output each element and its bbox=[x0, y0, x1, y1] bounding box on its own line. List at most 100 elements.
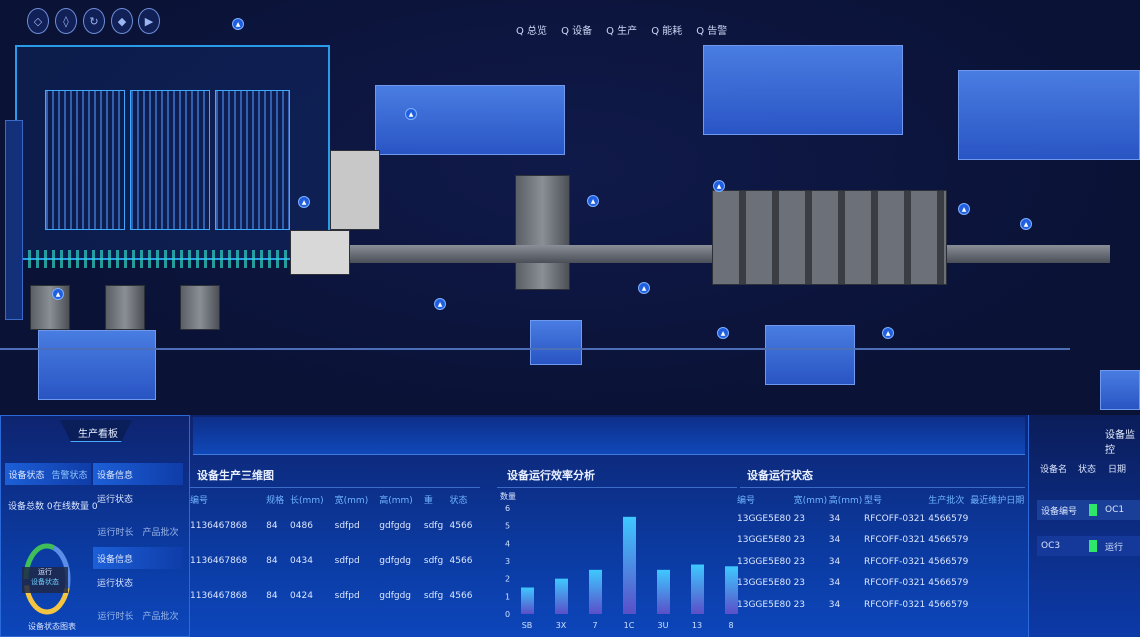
table-cell: 84 bbox=[266, 520, 278, 531]
map-marker-icon[interactable]: ▲ bbox=[434, 298, 446, 310]
menu-item[interactable]: Q 告警 bbox=[696, 26, 728, 37]
storage-rack[interactable] bbox=[130, 90, 210, 230]
table-header: 编号 宽(mm) 高(mm) 型号 生产批次 最近维护日期 bbox=[737, 490, 1027, 508]
table-cell: 34 bbox=[828, 535, 841, 546]
table-cell: 13GGE5E80 bbox=[737, 556, 791, 567]
table-cell: gdfgdg bbox=[379, 555, 411, 566]
building-block[interactable] bbox=[703, 45, 903, 135]
production-table: 编号 规格 长(mm) 宽(mm) 高(mm) 重 状态 1136467868 84 0486 sd… bbox=[190, 490, 480, 613]
table-cell: RFCOFF-0321 bbox=[863, 535, 926, 546]
info-meta: 运行时长 bbox=[97, 527, 134, 538]
storage-rack[interactable] bbox=[215, 90, 290, 230]
table-row[interactable]: 1136467868 84 0434 sdfpd gdfgdg sdfg 4566 bbox=[190, 543, 480, 578]
table-cell bbox=[970, 530, 1027, 552]
col-header: 状态 bbox=[1078, 465, 1097, 475]
bar[interactable] bbox=[725, 566, 738, 614]
table-cell: 23 bbox=[793, 578, 806, 589]
factory-3d-scene[interactable]: ▲ ▲ ▲ ▲ ▲ ▲ ▲ ▲ ▲ ▲ ▲ ▲ bbox=[0, 0, 1140, 415]
table-cell: 13GGE5E80 bbox=[737, 513, 791, 524]
table-cell: 23 bbox=[793, 535, 806, 546]
building-block[interactable] bbox=[958, 70, 1140, 160]
side-label-bar bbox=[5, 120, 23, 320]
building-block[interactable] bbox=[530, 320, 582, 365]
tab-device-status[interactable]: 设备状态 bbox=[8, 470, 45, 481]
monitor-row[interactable]: OC3 运行 bbox=[1037, 536, 1140, 556]
x-tick-label: 7 bbox=[592, 621, 597, 630]
x-tick-label: SB bbox=[522, 621, 533, 630]
table-row[interactable]: 1136467868 84 0486 sdfpd gdfgdg sdfg 4566 bbox=[190, 508, 480, 543]
map-marker-icon[interactable]: ▲ bbox=[298, 196, 310, 208]
column-header: 型号 bbox=[863, 495, 882, 506]
machine[interactable] bbox=[515, 175, 570, 290]
menu-item[interactable]: Q 总览 bbox=[516, 26, 548, 37]
storage-rack[interactable] bbox=[45, 90, 125, 230]
table-row[interactable]: 13GGE5E80 23 34 RFCOFF-0321 4566579 bbox=[737, 551, 1027, 573]
bar[interactable] bbox=[691, 564, 704, 614]
x-tick-label: 1C bbox=[624, 621, 635, 630]
map-marker-icon[interactable]: ▲ bbox=[638, 282, 650, 294]
table-row[interactable]: 13GGE5E80 23 34 RFCOFF-0321 4566579 bbox=[737, 573, 1027, 595]
machine-row[interactable] bbox=[712, 190, 947, 285]
bar[interactable] bbox=[521, 587, 534, 615]
machine[interactable] bbox=[105, 285, 145, 330]
nav-cycle-icon[interactable]: ↻ bbox=[83, 8, 105, 34]
donut-center-label: 运行 bbox=[38, 568, 52, 576]
machine[interactable] bbox=[180, 285, 220, 330]
x-tick-label: 3X bbox=[556, 621, 567, 630]
map-marker-icon[interactable]: ▲ bbox=[882, 327, 894, 339]
map-marker-icon[interactable]: ▲ bbox=[405, 108, 417, 120]
table-cell: sdfg bbox=[423, 590, 444, 601]
monitor-row[interactable]: 设备编号 OC1 bbox=[1037, 500, 1140, 520]
column-header: 生产批次 bbox=[928, 495, 965, 506]
table-row[interactable]: 13GGE5E80 23 34 RFCOFF-0321 4566579 bbox=[737, 508, 1027, 530]
chart-title: 设备运行效率分析 bbox=[507, 469, 595, 482]
map-marker-icon[interactable]: ▲ bbox=[717, 327, 729, 339]
nav-play-icon[interactable]: ▶ bbox=[138, 8, 160, 34]
table-cell: 4566 bbox=[449, 590, 473, 601]
bar[interactable] bbox=[589, 569, 602, 614]
machine[interactable] bbox=[30, 285, 70, 330]
info-meta: 产品批次 bbox=[142, 527, 179, 538]
column-header: 高(mm) bbox=[828, 495, 863, 506]
bar[interactable] bbox=[623, 516, 636, 614]
x-tick-label: 3U bbox=[658, 621, 669, 630]
table-cell: 34 bbox=[828, 556, 841, 567]
map-marker-icon[interactable]: ▲ bbox=[1020, 218, 1032, 230]
map-marker-icon[interactable]: ▲ bbox=[232, 18, 244, 30]
device-status-table: 编号 宽(mm) 高(mm) 型号 生产批次 最近维护日期 13GGE5E80 23 34 RFC… bbox=[737, 490, 1027, 616]
info-item-title[interactable]: 设备信息 bbox=[93, 463, 183, 485]
table-cell: 1136467868 bbox=[190, 555, 248, 566]
building-block[interactable] bbox=[375, 85, 565, 155]
column-header: 宽(mm) bbox=[334, 495, 369, 506]
building-block[interactable] bbox=[765, 325, 855, 385]
nav-droplet-icon[interactable]: ◊ bbox=[55, 8, 77, 34]
map-marker-icon[interactable]: ▲ bbox=[713, 180, 725, 192]
map-marker-icon[interactable]: ▲ bbox=[958, 203, 970, 215]
building-block[interactable] bbox=[1100, 370, 1140, 410]
map-marker-icon[interactable]: ▲ bbox=[587, 195, 599, 207]
column-header: 编号 bbox=[190, 495, 209, 506]
building-block[interactable] bbox=[38, 330, 156, 400]
left-panel-title: 生产看板 bbox=[78, 429, 118, 440]
y-tick-label: 3 bbox=[505, 557, 510, 566]
table-row[interactable]: 13GGE5E80 23 34 RFCOFF-0321 4566579 bbox=[737, 530, 1027, 552]
table-cell: 4566 bbox=[449, 520, 473, 531]
bar[interactable] bbox=[657, 569, 670, 614]
column-header: 规格 bbox=[266, 495, 285, 506]
nav-home-icon[interactable]: ◇ bbox=[27, 8, 49, 34]
info-item-title[interactable]: 设备信息 bbox=[93, 547, 183, 569]
machine[interactable] bbox=[330, 150, 380, 230]
map-marker-icon[interactable]: ▲ bbox=[52, 288, 64, 300]
table-cell: 0486 bbox=[290, 520, 313, 531]
menu-item[interactable]: Q 设备 bbox=[561, 26, 593, 37]
machine[interactable] bbox=[290, 230, 350, 275]
menu-item[interactable]: Q 能耗 bbox=[651, 26, 683, 37]
table-row[interactable]: 13GGE5E80 23 34 RFCOFF-0321 4566579 bbox=[737, 594, 1027, 616]
bar[interactable] bbox=[555, 578, 568, 614]
table-row[interactable]: 1136467868 84 0424 sdfpd gdfgdg sdfg 4566 bbox=[190, 578, 480, 613]
tab-alarm-status[interactable]: 告警状态 bbox=[51, 470, 88, 481]
table-cell bbox=[970, 594, 1027, 616]
table-cell: 4566579 bbox=[928, 556, 969, 567]
nav-diamond-icon[interactable]: ◆ bbox=[111, 8, 133, 34]
menu-item[interactable]: Q 生产 bbox=[606, 26, 638, 37]
